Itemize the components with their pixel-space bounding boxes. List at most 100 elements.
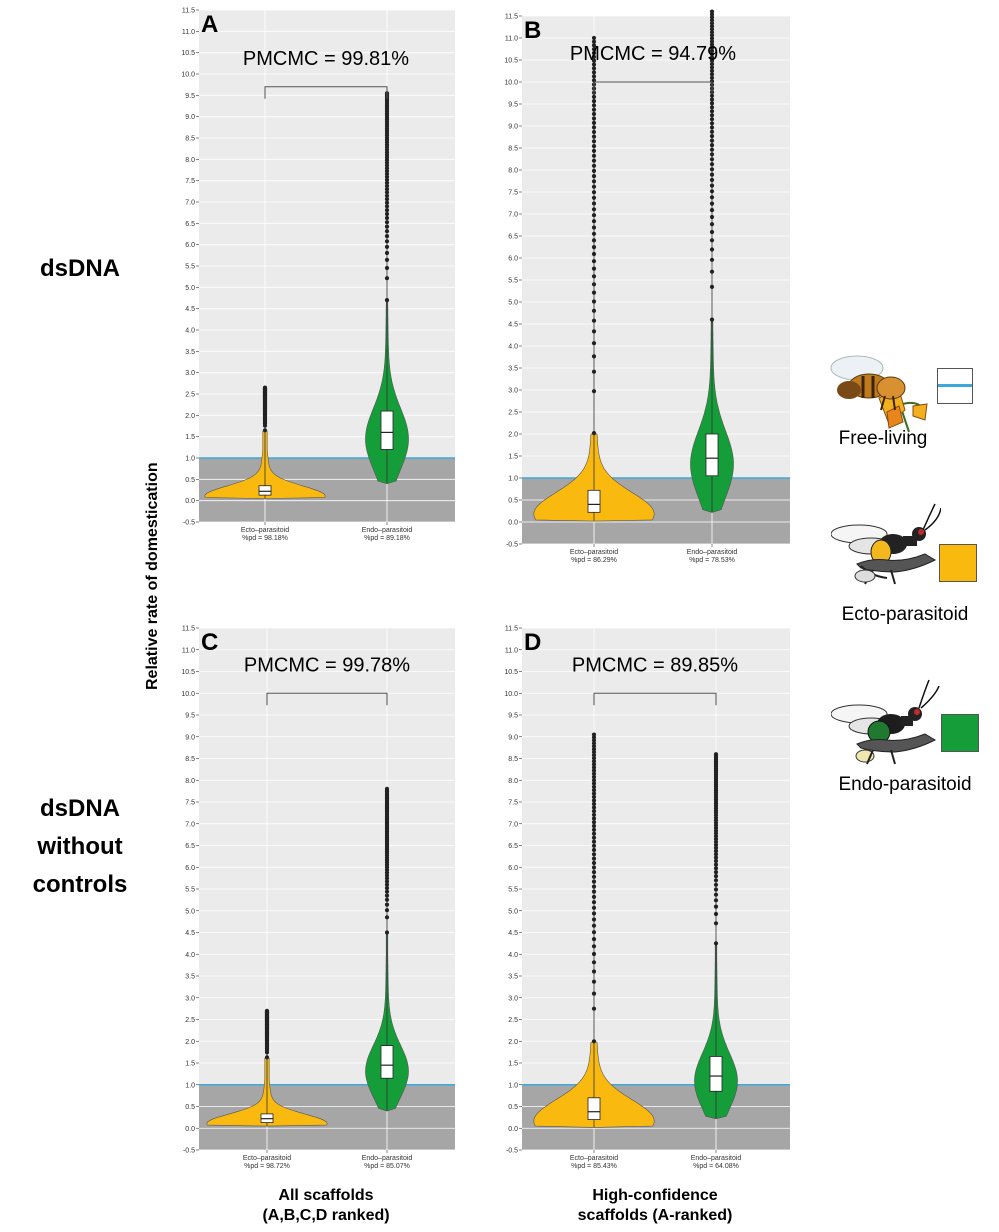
outlier-point: [591, 341, 597, 346]
outlier-point: [709, 147, 715, 152]
panel-letter: B: [524, 17, 541, 44]
outlier-point: [384, 234, 390, 239]
outlier-point: [591, 299, 597, 304]
outlier-point: [709, 189, 715, 194]
y-tick-label: 8.0: [185, 778, 195, 785]
y-tick-label: 3.5: [508, 366, 518, 373]
outlier-point: [591, 979, 597, 984]
y-tick-label: 1.0: [185, 1082, 195, 1089]
box-ecto: [258, 485, 272, 496]
outlier-point: [709, 214, 715, 220]
legend-item-free-living: Free-living: [815, 340, 999, 460]
outlier-point: [384, 915, 390, 920]
outlier-point: [713, 870, 719, 875]
outlier-point: [709, 33, 715, 38]
outlier-point: [713, 858, 719, 864]
outlier-point: [591, 78, 597, 83]
y-tick-label: 3.0: [508, 995, 518, 1002]
outlier-point: [709, 36, 715, 41]
y-tick-label: 4.0: [508, 952, 518, 959]
outlier-point: [591, 852, 597, 857]
outlier-point: [591, 744, 597, 749]
outlier-point: [591, 354, 597, 359]
y-tick-label: 4.5: [185, 930, 195, 937]
outlier-point: [713, 898, 719, 903]
outlier-point: [384, 786, 390, 791]
y-tick-label: 6.0: [508, 256, 518, 263]
y-tick-label: 6.0: [508, 865, 518, 872]
y-tick-label: 0.0: [508, 520, 518, 527]
y-tick-label: 1.5: [508, 1061, 518, 1068]
y-tick-label: 7.5: [508, 800, 518, 807]
outlier-point: [709, 75, 715, 80]
outlier-point: [384, 876, 390, 881]
outlier-point: [591, 245, 597, 250]
box-endo: [709, 1056, 723, 1092]
y-tick-label: 9.5: [508, 713, 518, 720]
outlier-point: [591, 70, 597, 75]
outlier-point: [709, 42, 715, 47]
y-tick-label: 6.0: [185, 865, 195, 872]
outlier-point: [591, 207, 597, 212]
y-tick-label: 5.5: [185, 264, 195, 271]
x-category-label: Ecto–parasitoid: [243, 1155, 291, 1162]
legend-swatch-ecto-parasitoid: [939, 544, 977, 582]
column-label-left-line-2: (A,B,C,D ranked): [262, 1207, 390, 1224]
outlier-point: [591, 163, 597, 168]
y-tick-label: 0.0: [185, 498, 195, 505]
y-tick-label: 4.0: [508, 344, 518, 351]
y-tick-label: 9.0: [508, 124, 518, 131]
outlier-point: [709, 269, 715, 274]
outlier-point: [713, 752, 719, 757]
y-tick-label: 2.5: [185, 392, 195, 399]
outlier-point: [709, 65, 715, 70]
y-tick-label: 0.5: [508, 498, 518, 505]
x-category-sublabel: %pd = 64.08%: [693, 1163, 739, 1170]
column-label-right-line-1: High-confidence: [592, 1187, 718, 1204]
outlier-point: [591, 762, 597, 767]
outlier-point: [591, 431, 597, 436]
y-tick-label: 10.5: [504, 58, 518, 65]
y-tick-label: 5.0: [508, 908, 518, 915]
outlier-point: [709, 143, 715, 148]
outlier-point: [384, 187, 390, 192]
endo-parasitoid-wasp-icon: [831, 679, 940, 765]
outlier-point: [591, 812, 597, 817]
legend-swatch-line: [938, 384, 972, 387]
legend-label-free-living: Free-living: [838, 428, 928, 449]
outlier-point: [591, 765, 597, 770]
outlier-point: [591, 839, 597, 844]
outlier-point: [591, 74, 597, 79]
outlier-point: [709, 129, 715, 134]
y-tick-label: 1.5: [508, 454, 518, 461]
y-tick-label: 3.5: [185, 349, 195, 356]
y-tick-label: 3.0: [185, 370, 195, 377]
outlier-point: [591, 35, 597, 41]
outlier-point: [709, 172, 715, 177]
column-label-right-line-2: scaffolds (A-ranked): [577, 1207, 733, 1224]
outlier-point: [591, 778, 597, 783]
outlier-point: [591, 747, 597, 752]
outlier-point: [264, 1055, 270, 1060]
outlier-point: [709, 208, 715, 213]
outlier-point: [591, 144, 597, 149]
outlier-point: [709, 21, 715, 26]
outlier-point: [591, 960, 597, 965]
row-label-dsdna-without-controls: dsDNA without controls: [5, 790, 155, 904]
outlier-point: [384, 229, 390, 234]
outlier-point: [709, 257, 715, 262]
x-category-label: Ecto–parasitoid: [570, 1155, 618, 1162]
y-tick-label: 2.0: [185, 1039, 195, 1046]
outlier-point: [713, 941, 719, 946]
outlier-point: [384, 902, 390, 907]
outlier-point: [591, 937, 597, 942]
y-tick-label: 3.5: [508, 974, 518, 981]
bee-on-flower-icon: [830, 355, 928, 433]
outlier-point: [591, 791, 597, 796]
outlier-point: [591, 905, 597, 910]
outlier-point: [591, 794, 597, 800]
outlier-point: [591, 894, 597, 899]
outlier-point: [709, 15, 715, 20]
outlier-point: [591, 219, 597, 224]
outlier-point: [591, 179, 597, 184]
